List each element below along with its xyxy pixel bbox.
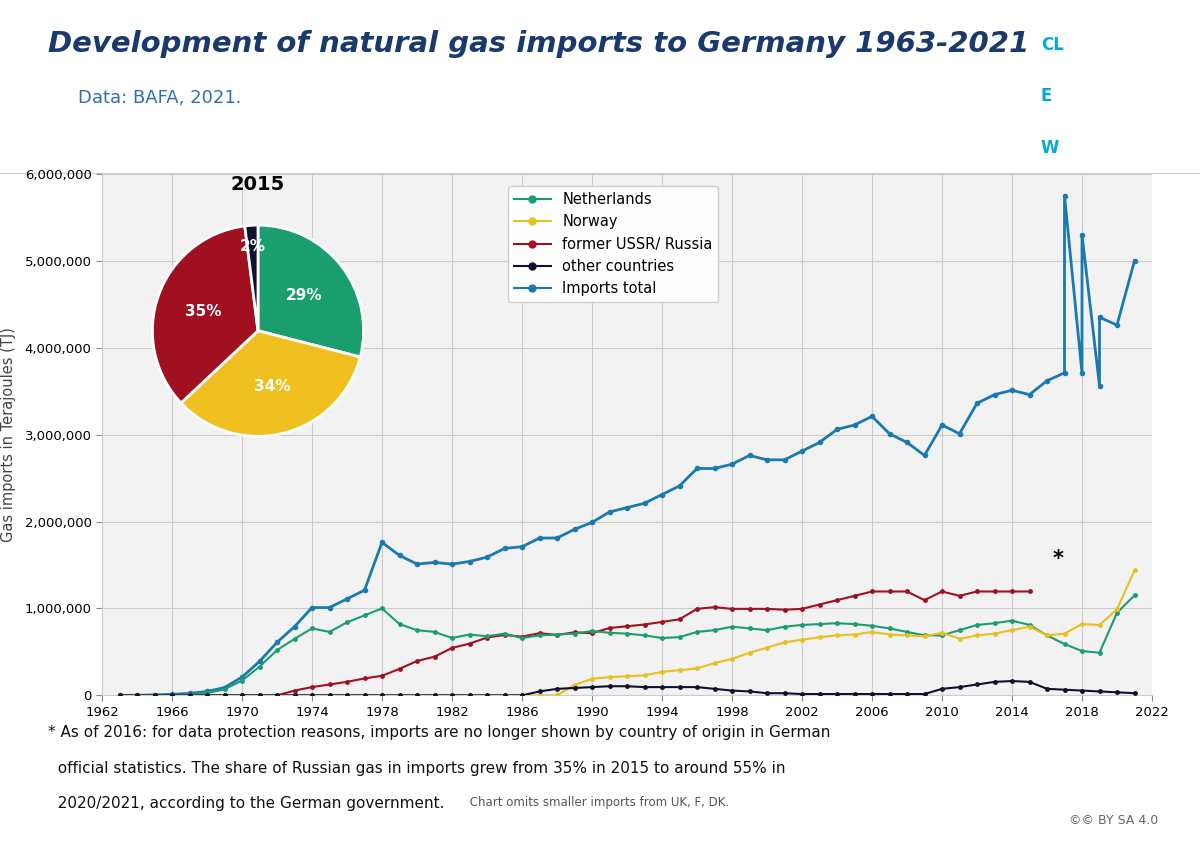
Text: Development of natural gas imports to Germany 1963-2021: Development of natural gas imports to Ge… [48,30,1030,58]
Text: CL: CL [1040,36,1064,53]
Wedge shape [258,225,364,357]
Text: 2%: 2% [240,239,265,254]
Text: E: E [1040,87,1052,105]
Text: 35%: 35% [185,304,222,319]
Text: Chart omits smaller imports from UK, F, DK.: Chart omits smaller imports from UK, F, … [466,796,728,809]
Text: IRE: IRE [1060,139,1090,157]
Text: 2020/2021, according to the German government.: 2020/2021, according to the German gover… [48,796,444,812]
Text: 34%: 34% [254,379,290,394]
Text: EAN: EAN [1078,36,1116,53]
Title: 2015: 2015 [230,176,286,194]
Wedge shape [152,226,258,403]
Wedge shape [181,331,360,437]
Text: ©© BY SA 4.0: ©© BY SA 4.0 [1069,814,1158,827]
Text: official statistics. The share of Russian gas in imports grew from 35% in 2015 t: official statistics. The share of Russia… [48,761,786,776]
Text: * As of 2016: for data protection reasons, imports are no longer shown by countr: * As of 2016: for data protection reason… [48,725,830,740]
Y-axis label: Gas imports in Terajoules (TJ): Gas imports in Terajoules (TJ) [1,327,17,542]
Text: W: W [1040,139,1060,157]
Legend: Netherlands, Norway, former USSR/ Russia, other countries, Imports total: Netherlands, Norway, former USSR/ Russia… [509,187,719,302]
Text: 29%: 29% [286,287,323,303]
Text: NERGY: NERGY [1060,87,1123,105]
Text: *: * [1052,549,1063,569]
Wedge shape [245,225,258,331]
Text: Data: BAFA, 2021.: Data: BAFA, 2021. [78,89,241,107]
